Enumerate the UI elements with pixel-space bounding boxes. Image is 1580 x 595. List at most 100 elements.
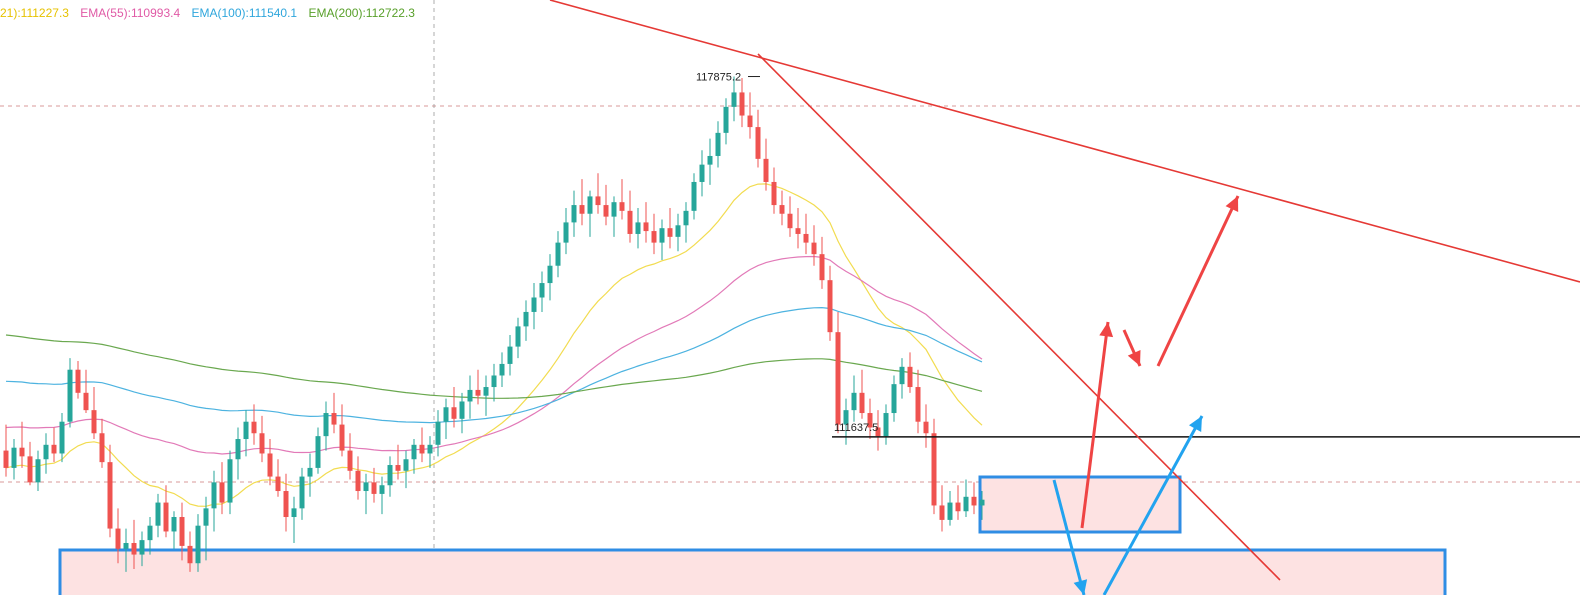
candle-bullish: [507, 346, 513, 364]
candle-bearish: [739, 92, 745, 116]
candle-bullish: [307, 467, 313, 477]
candle-bearish: [811, 242, 817, 255]
arrow-red-up-long: [1156, 195, 1240, 367]
candle-bullish: [435, 421, 441, 445]
candle-bullish: [675, 225, 681, 237]
candle-bullish: [947, 502, 953, 520]
candle-bearish: [283, 491, 289, 518]
candle-bullish: [683, 210, 689, 226]
candle-bearish: [275, 476, 281, 492]
candle-bearish: [651, 231, 657, 243]
candle-bullish: [523, 311, 529, 327]
ema55-line: [5, 255, 983, 455]
candle-bullish: [891, 384, 897, 414]
candle-bullish: [691, 181, 697, 211]
arrow-blue-up: [1102, 415, 1204, 595]
candle-bullish: [43, 444, 49, 460]
candle-bearish: [795, 228, 801, 234]
candle-bearish: [419, 444, 425, 454]
candle-bearish: [971, 496, 977, 506]
candle-bullish: [491, 375, 497, 388]
candle-bullish: [443, 407, 449, 422]
candle-bullish: [851, 392, 857, 411]
candle-bearish: [627, 210, 633, 234]
arrow-red-up-long-head: [1225, 196, 1239, 212]
candle-bearish: [867, 413, 873, 428]
candle-bearish: [875, 427, 881, 437]
candle-bullish: [235, 439, 241, 460]
candle-bullish: [59, 421, 65, 454]
arrow-red-up: [1080, 321, 1110, 529]
candle-bearish: [187, 545, 193, 564]
candle-bullish: [659, 228, 665, 243]
candle-bearish: [787, 213, 793, 229]
candle-bearish: [339, 424, 345, 451]
candle-bullish: [563, 222, 569, 243]
candle-bullish: [203, 508, 209, 526]
indicator-legend: 21):111227.3 EMA(55):110993.4 EMA(100):1…: [0, 6, 423, 20]
trendline-short: [757, 53, 1281, 581]
candle-bearish: [923, 421, 929, 434]
candle-bullish: [467, 389, 473, 402]
candle-bullish: [843, 410, 849, 425]
candle-bullish: [227, 459, 233, 503]
candle-bearish: [779, 205, 785, 214]
candle-bullish: [547, 265, 553, 284]
candle-bullish: [611, 202, 617, 217]
candle-bearish: [83, 392, 89, 411]
candle-bullish: [635, 222, 641, 234]
candle-bearish: [771, 181, 777, 206]
candle-bullish: [139, 540, 145, 555]
candle-bearish: [251, 421, 257, 434]
candle-bullish: [11, 447, 17, 468]
candle-bearish: [347, 450, 353, 471]
legend-ema200: EMA(200):112722.3: [308, 6, 415, 20]
candle-bearish: [395, 465, 401, 471]
candle-bearish: [579, 205, 585, 214]
candle-bullish: [211, 482, 217, 509]
candle-bullish: [587, 196, 593, 214]
candle-bearish: [643, 222, 649, 232]
candle-bullish: [67, 369, 73, 422]
candle-bearish: [163, 502, 169, 532]
candle-bearish: [355, 470, 361, 492]
candle-bullish: [483, 387, 489, 396]
candle-bullish: [411, 444, 417, 460]
arrow-red-down-head: [1127, 350, 1141, 366]
candle-bearish: [99, 433, 105, 463]
candle-bearish: [19, 447, 25, 457]
candle-bullish: [299, 476, 305, 509]
candle-bullish: [363, 482, 369, 492]
candle-bullish: [499, 363, 505, 376]
candle-bullish: [883, 413, 889, 437]
candle-bearish: [179, 517, 185, 546]
arrow-blue-down-head: [1073, 579, 1088, 595]
candle-bullish: [155, 502, 161, 526]
candle-bearish: [219, 482, 225, 503]
candle-bearish: [835, 332, 841, 425]
candle-bearish: [75, 369, 81, 393]
candle-bearish: [955, 502, 961, 512]
arrow-blue-up-head: [1188, 416, 1202, 432]
candle-bullish: [123, 543, 129, 549]
candle-bullish: [699, 164, 705, 182]
candle-bearish: [755, 127, 761, 159]
ema21-line: [5, 183, 983, 507]
candle-bearish: [475, 389, 481, 396]
legend-ema100: EMA(100):111540.1: [191, 6, 298, 20]
candle-bullish: [171, 517, 177, 532]
candle-bullish: [403, 459, 409, 471]
legend-ema55: EMA(55):110993.4: [80, 6, 181, 20]
demand-zone-small: [978, 475, 1182, 534]
candle-bearish: [915, 387, 921, 422]
legend-ema21: 21):111227.3: [0, 6, 69, 20]
candle-bearish: [115, 528, 121, 549]
candle-bullish: [515, 326, 521, 347]
candle-bearish: [331, 413, 337, 425]
demand-zone-large: [58, 548, 1447, 595]
candle-bullish: [571, 205, 577, 223]
candle-bullish: [427, 444, 433, 454]
candle-bullish: [707, 155, 713, 165]
